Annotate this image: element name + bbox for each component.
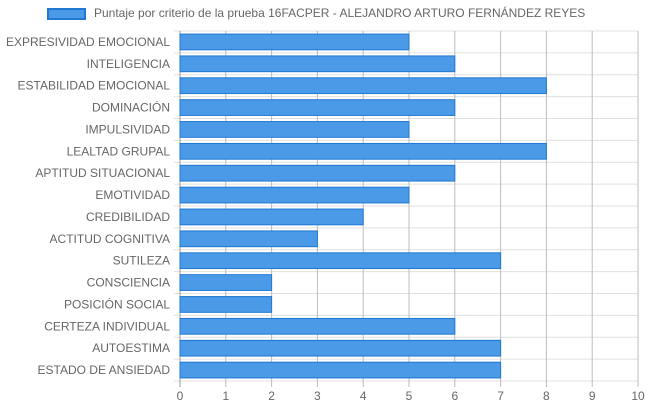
bar: [179, 230, 318, 248]
x-tick-label: 4: [360, 389, 367, 403]
bar: [179, 339, 502, 357]
x-tick-label: 1: [222, 389, 229, 403]
x-tick-label: 8: [543, 389, 550, 403]
x-tick-label: 3: [314, 389, 321, 403]
category-label: INTELIGENCIA: [87, 57, 170, 71]
bar: [179, 99, 456, 116]
bar: [179, 186, 410, 204]
category-label: CERTEZA INDIVIDUAL: [44, 319, 170, 333]
x-tick-label: 6: [451, 389, 458, 403]
bar: [179, 274, 273, 291]
category-label: ESTABILIDAD EMOCIONAL: [18, 79, 171, 93]
category-label: LEALTAD GRUPAL: [67, 144, 171, 158]
x-tick-label: 0: [177, 389, 184, 403]
bar: [179, 121, 410, 138]
category-label: ESTADO DE ANSIEDAD: [38, 363, 171, 377]
category-label: SUTILEZA: [113, 254, 170, 268]
category-label: EXPRESIVIDAD EMOCIONAL: [6, 35, 170, 49]
x-tick-label: 5: [406, 389, 413, 403]
x-tick-label: 9: [589, 389, 596, 403]
category-label: APTITUD SITUACIONAL: [35, 166, 170, 180]
legend-swatch: [47, 8, 86, 20]
bar: [179, 142, 547, 160]
category-label: EMOTIVIDAD: [95, 188, 170, 202]
bar: [179, 164, 456, 182]
x-tick-label: 7: [497, 389, 504, 403]
bar: [179, 252, 502, 270]
bar: [179, 296, 273, 313]
category-label: DOMINACIÓN: [92, 100, 170, 115]
category-label: POSICIÓN SOCIAL: [64, 296, 170, 311]
chart-legend[interactable]: Puntaje por criterio de la prueba 16FACP…: [0, 0, 648, 30]
bar: [179, 361, 502, 379]
category-label: AUTOESTIMA: [92, 341, 170, 355]
bar: [179, 33, 410, 51]
bar: [179, 317, 456, 335]
bar: [179, 208, 364, 226]
category-label: ACTITUD COGNITIVA: [50, 232, 170, 246]
category-label: IMPULSIVIDAD: [85, 122, 170, 136]
bar: [179, 55, 456, 73]
legend-label: Puntaje por criterio de la prueba 16FACP…: [94, 6, 586, 20]
category-label: CREDIBILIDAD: [86, 210, 170, 224]
x-tick-label: 10: [631, 389, 645, 403]
x-tick-label: 2: [268, 389, 275, 403]
category-label: CONSCIENCIA: [87, 276, 170, 290]
bar: [179, 77, 547, 95]
